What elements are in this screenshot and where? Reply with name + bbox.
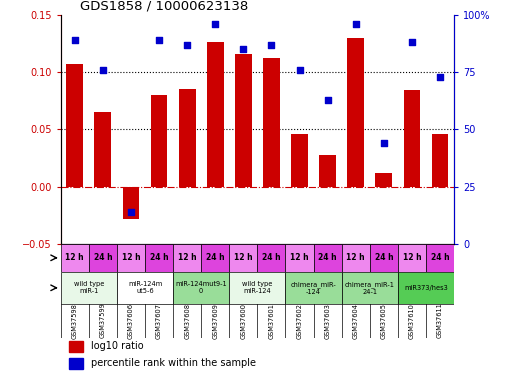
Bar [235,54,252,187]
Point [380,140,388,146]
Bar [291,134,308,187]
Bar [178,89,195,187]
Text: 24 h: 24 h [431,254,449,262]
Bar [117,272,173,304]
Text: 12 h: 12 h [403,254,421,262]
Bar [314,244,342,272]
Point [324,97,332,103]
Text: GSM37609: GSM37609 [212,303,218,339]
Point [183,42,191,48]
Text: GSM37605: GSM37605 [381,303,387,339]
Text: 24 h: 24 h [374,254,393,262]
Point [352,21,360,27]
Bar [89,244,117,272]
Text: miR-124m
ut5-6: miR-124m ut5-6 [128,281,162,294]
Text: GSM37606: GSM37606 [128,303,134,339]
Bar [398,244,426,272]
Text: GSM37607: GSM37607 [156,303,162,339]
Text: GSM37611: GSM37611 [437,303,443,339]
Bar [431,134,448,187]
Bar [207,42,224,187]
Point [408,39,416,45]
Text: 12 h: 12 h [290,254,309,262]
Point [267,42,276,48]
Bar [403,90,420,187]
Text: GSM37600: GSM37600 [240,303,247,339]
Bar [173,272,229,304]
Text: log10 ratio: log10 ratio [91,341,144,351]
Text: wild type
miR-124: wild type miR-124 [242,281,272,294]
Bar [145,244,173,272]
Bar [117,244,145,272]
Bar [173,244,201,272]
Text: 24 h: 24 h [262,254,281,262]
Bar [258,244,286,272]
Text: 12 h: 12 h [178,254,196,262]
Bar [61,244,89,272]
Text: GSM37599: GSM37599 [100,303,106,339]
Bar [229,272,286,304]
Text: 12 h: 12 h [346,254,365,262]
Bar [426,244,454,272]
Bar [347,38,364,187]
Text: GSM37603: GSM37603 [325,303,331,339]
Point [99,67,107,73]
Bar [342,244,370,272]
Text: chimera_miR-1
24-1: chimera_miR-1 24-1 [345,281,395,295]
Point [127,209,135,215]
Bar [370,244,398,272]
Text: wild type
miR-1: wild type miR-1 [73,281,104,294]
Text: GSM37610: GSM37610 [409,303,415,339]
Text: GSM37608: GSM37608 [184,303,190,339]
Point [436,74,444,80]
Text: 12 h: 12 h [234,254,253,262]
Text: GSM37601: GSM37601 [268,303,275,339]
Bar [375,173,392,187]
Text: 12 h: 12 h [65,254,84,262]
Bar [398,272,454,304]
Bar [201,244,229,272]
Text: 24 h: 24 h [150,254,168,262]
Point [155,37,163,43]
Bar [69,358,83,369]
Bar [122,187,139,219]
Text: GSM37604: GSM37604 [353,303,359,339]
Text: 24 h: 24 h [318,254,337,262]
Text: 24 h: 24 h [206,254,224,262]
Point [71,37,79,43]
Text: 12 h: 12 h [121,254,140,262]
Point [239,46,248,53]
Bar [69,341,83,352]
Bar [342,272,398,304]
Bar [150,95,167,187]
Text: miR373/hes3: miR373/hes3 [404,285,448,291]
Bar [67,64,83,187]
Text: GDS1858 / 10000623138: GDS1858 / 10000623138 [80,0,249,12]
Text: percentile rank within the sample: percentile rank within the sample [91,358,256,368]
Bar [286,244,314,272]
Text: GSM37598: GSM37598 [72,303,78,339]
Text: GSM37602: GSM37602 [297,303,303,339]
Text: chimera_miR-
-124: chimera_miR- -124 [291,281,336,295]
Text: miR-124mut9-1
0: miR-124mut9-1 0 [175,281,227,294]
Bar [263,58,280,187]
Point [211,21,220,27]
Bar [229,244,258,272]
Bar [95,112,111,187]
Text: 24 h: 24 h [93,254,112,262]
Point [295,67,304,73]
Bar [286,272,342,304]
Bar [319,154,336,187]
Bar [61,272,117,304]
